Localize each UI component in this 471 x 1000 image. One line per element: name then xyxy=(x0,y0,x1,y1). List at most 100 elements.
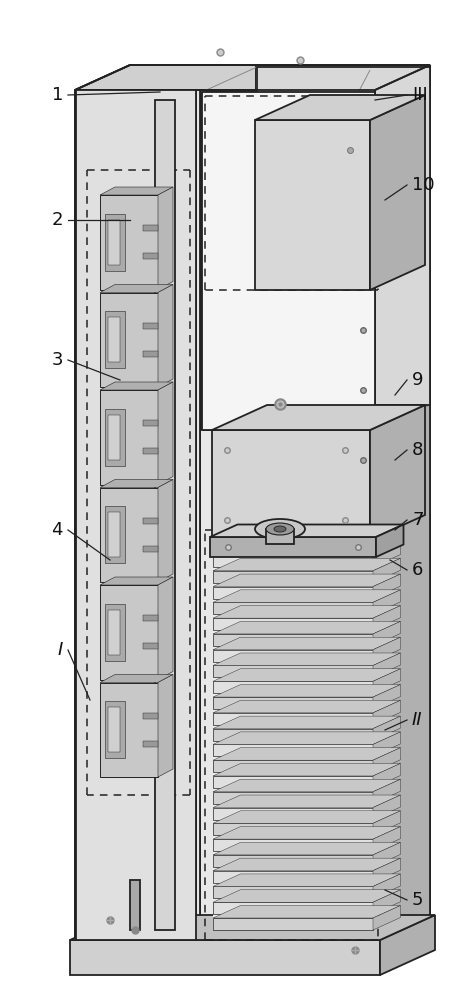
Polygon shape xyxy=(100,488,158,582)
Polygon shape xyxy=(213,874,400,886)
Polygon shape xyxy=(373,542,400,567)
Bar xyxy=(143,615,158,621)
Bar xyxy=(143,741,158,747)
Text: 3: 3 xyxy=(51,351,63,369)
Bar xyxy=(76,90,196,940)
Bar xyxy=(266,529,294,544)
Polygon shape xyxy=(213,542,400,555)
Polygon shape xyxy=(213,653,400,665)
Polygon shape xyxy=(213,811,400,823)
Bar xyxy=(143,643,158,649)
Bar xyxy=(143,546,158,552)
Bar xyxy=(143,323,158,329)
Text: 1: 1 xyxy=(52,86,63,104)
Polygon shape xyxy=(213,574,400,587)
Polygon shape xyxy=(213,858,400,871)
Polygon shape xyxy=(213,890,400,902)
Bar xyxy=(213,555,373,930)
Polygon shape xyxy=(370,95,425,290)
Bar xyxy=(108,415,120,460)
Polygon shape xyxy=(213,906,400,918)
Polygon shape xyxy=(373,827,400,851)
Polygon shape xyxy=(213,792,373,804)
Text: 4: 4 xyxy=(51,521,63,539)
Polygon shape xyxy=(373,685,400,709)
Bar xyxy=(70,940,380,975)
Polygon shape xyxy=(213,744,373,756)
Polygon shape xyxy=(373,748,400,772)
Polygon shape xyxy=(213,700,400,713)
Polygon shape xyxy=(100,674,173,682)
Polygon shape xyxy=(70,915,435,940)
Polygon shape xyxy=(213,886,373,898)
Polygon shape xyxy=(373,716,400,741)
Polygon shape xyxy=(373,637,400,662)
Polygon shape xyxy=(373,621,400,646)
Polygon shape xyxy=(213,665,373,677)
Polygon shape xyxy=(213,621,400,634)
Polygon shape xyxy=(213,827,400,839)
Bar xyxy=(108,707,120,752)
Bar xyxy=(105,604,125,661)
Bar xyxy=(105,311,125,368)
Polygon shape xyxy=(213,918,373,930)
Polygon shape xyxy=(213,763,400,776)
Polygon shape xyxy=(100,292,158,387)
Polygon shape xyxy=(100,187,173,195)
Polygon shape xyxy=(158,480,173,582)
Bar xyxy=(255,120,370,290)
Polygon shape xyxy=(213,637,400,650)
Bar xyxy=(212,430,370,540)
Polygon shape xyxy=(213,555,373,567)
Bar xyxy=(130,880,140,930)
Polygon shape xyxy=(100,682,158,777)
Polygon shape xyxy=(210,524,404,537)
Text: 2: 2 xyxy=(51,211,63,229)
Polygon shape xyxy=(373,842,400,867)
Polygon shape xyxy=(257,67,430,405)
Bar xyxy=(202,92,375,430)
Polygon shape xyxy=(375,65,430,940)
Polygon shape xyxy=(373,874,400,898)
Polygon shape xyxy=(212,405,425,430)
Polygon shape xyxy=(213,650,373,662)
Polygon shape xyxy=(213,713,373,725)
Polygon shape xyxy=(255,95,425,120)
Text: 7: 7 xyxy=(412,511,423,529)
Polygon shape xyxy=(158,284,173,387)
Polygon shape xyxy=(100,195,158,290)
Bar xyxy=(108,220,120,265)
Polygon shape xyxy=(373,653,400,677)
Polygon shape xyxy=(100,382,173,390)
Text: II: II xyxy=(412,711,422,729)
Polygon shape xyxy=(213,748,400,760)
Bar xyxy=(155,100,175,930)
Polygon shape xyxy=(373,590,400,614)
Text: 8: 8 xyxy=(412,441,423,459)
Polygon shape xyxy=(213,842,400,855)
Bar xyxy=(143,253,158,259)
Bar xyxy=(143,351,158,357)
Polygon shape xyxy=(213,871,373,883)
Polygon shape xyxy=(213,839,373,851)
Bar xyxy=(108,317,120,362)
Text: 6: 6 xyxy=(412,561,423,579)
Polygon shape xyxy=(213,602,373,614)
Polygon shape xyxy=(373,606,400,630)
Bar xyxy=(143,518,158,524)
Polygon shape xyxy=(373,811,400,835)
Text: III: III xyxy=(412,86,428,104)
Ellipse shape xyxy=(274,526,286,532)
Polygon shape xyxy=(213,823,373,835)
Polygon shape xyxy=(213,669,400,681)
Polygon shape xyxy=(213,685,400,697)
Polygon shape xyxy=(213,697,373,709)
Polygon shape xyxy=(213,606,400,618)
Polygon shape xyxy=(213,779,400,792)
Polygon shape xyxy=(373,858,400,883)
Polygon shape xyxy=(213,716,400,729)
Polygon shape xyxy=(213,681,373,693)
Bar xyxy=(143,713,158,719)
Polygon shape xyxy=(373,700,400,725)
Polygon shape xyxy=(100,577,173,585)
